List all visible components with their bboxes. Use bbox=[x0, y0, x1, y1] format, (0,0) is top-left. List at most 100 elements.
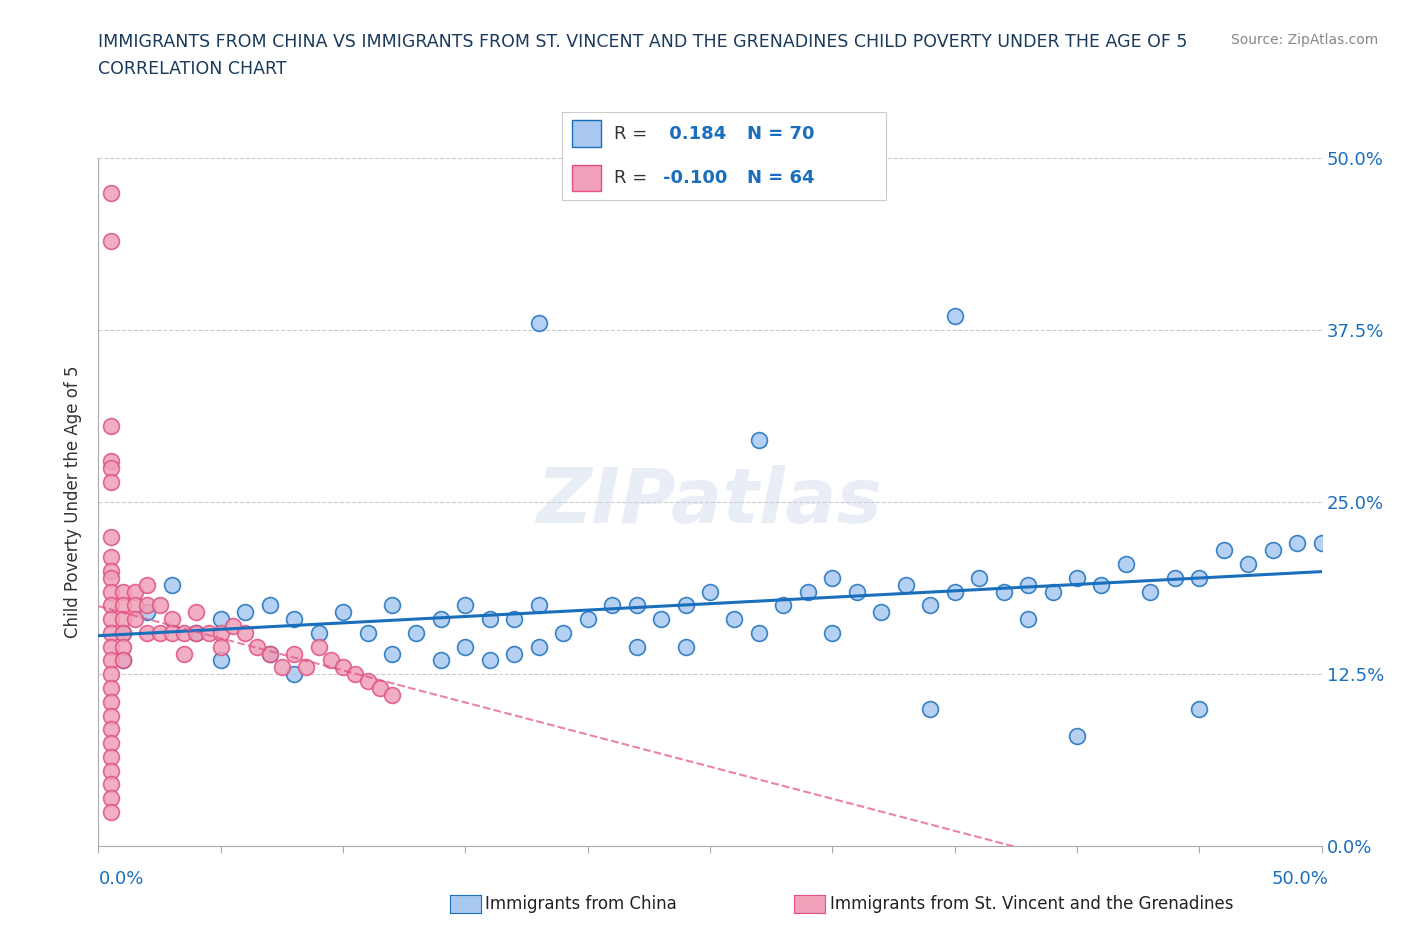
Point bbox=[699, 584, 721, 599]
Point bbox=[259, 646, 281, 661]
Point bbox=[1090, 578, 1112, 592]
Point bbox=[308, 626, 330, 641]
Point bbox=[1066, 729, 1088, 744]
Point bbox=[111, 639, 134, 654]
Text: Source: ZipAtlas.com: Source: ZipAtlas.com bbox=[1230, 33, 1378, 46]
Point bbox=[576, 612, 599, 627]
Point bbox=[149, 598, 172, 613]
Point bbox=[100, 233, 122, 248]
Point bbox=[136, 604, 159, 619]
Point bbox=[503, 612, 526, 627]
Point bbox=[100, 564, 122, 578]
Point bbox=[100, 454, 122, 469]
Point bbox=[136, 626, 159, 641]
Point bbox=[1017, 612, 1039, 627]
Text: 50.0%: 50.0% bbox=[1272, 870, 1329, 888]
Point bbox=[124, 598, 146, 613]
Point bbox=[100, 419, 122, 434]
Y-axis label: Child Poverty Under the Age of 5: Child Poverty Under the Age of 5 bbox=[65, 365, 83, 639]
Point bbox=[100, 584, 122, 599]
Point bbox=[1042, 584, 1064, 599]
Point bbox=[209, 639, 232, 654]
Point bbox=[160, 578, 183, 592]
Point bbox=[209, 626, 232, 641]
Point bbox=[100, 653, 122, 668]
Text: N = 64: N = 64 bbox=[747, 169, 814, 187]
Point bbox=[478, 653, 501, 668]
Point bbox=[100, 708, 122, 723]
Point bbox=[650, 612, 672, 627]
Point bbox=[111, 626, 134, 641]
Point bbox=[381, 687, 404, 702]
Point bbox=[111, 584, 134, 599]
Point bbox=[100, 804, 122, 819]
Text: 0.184: 0.184 bbox=[662, 125, 725, 142]
Point bbox=[319, 653, 342, 668]
Point bbox=[368, 681, 391, 696]
Point bbox=[1212, 543, 1234, 558]
Point bbox=[100, 474, 122, 489]
Point bbox=[748, 626, 770, 641]
Point bbox=[894, 578, 917, 592]
Point bbox=[626, 639, 648, 654]
Point bbox=[283, 667, 305, 682]
Point bbox=[1164, 570, 1187, 585]
Point bbox=[430, 612, 453, 627]
Point bbox=[308, 639, 330, 654]
Point bbox=[160, 612, 183, 627]
Point bbox=[430, 653, 453, 668]
Point bbox=[967, 570, 990, 585]
Point bbox=[100, 550, 122, 565]
Text: IMMIGRANTS FROM CHINA VS IMMIGRANTS FROM ST. VINCENT AND THE GRENADINES CHILD PO: IMMIGRANTS FROM CHINA VS IMMIGRANTS FROM… bbox=[98, 33, 1188, 50]
Point bbox=[173, 626, 195, 641]
Point bbox=[845, 584, 868, 599]
Text: -0.100: -0.100 bbox=[662, 169, 727, 187]
Point bbox=[943, 309, 966, 324]
Point bbox=[772, 598, 794, 613]
Point bbox=[100, 777, 122, 791]
Point bbox=[454, 639, 477, 654]
Point bbox=[100, 790, 122, 805]
Point bbox=[100, 185, 122, 200]
Point bbox=[283, 612, 305, 627]
Point bbox=[100, 639, 122, 654]
Point bbox=[553, 626, 575, 641]
Point bbox=[527, 639, 550, 654]
Point bbox=[797, 584, 820, 599]
Point bbox=[381, 598, 404, 613]
Point bbox=[100, 667, 122, 682]
Point bbox=[1139, 584, 1161, 599]
Point bbox=[1188, 701, 1211, 716]
Point bbox=[100, 764, 122, 778]
Point bbox=[920, 598, 942, 613]
Point bbox=[1188, 570, 1211, 585]
Point bbox=[186, 626, 208, 641]
Point bbox=[111, 598, 134, 613]
Point bbox=[527, 316, 550, 331]
Point bbox=[943, 584, 966, 599]
Point bbox=[100, 570, 122, 585]
Point bbox=[111, 653, 134, 668]
Text: R =: R = bbox=[614, 169, 654, 187]
Point bbox=[270, 660, 294, 675]
Point bbox=[1286, 536, 1309, 551]
Point bbox=[454, 598, 477, 613]
Point bbox=[100, 722, 122, 737]
Point bbox=[381, 646, 404, 661]
Point bbox=[405, 626, 427, 641]
Point bbox=[111, 626, 134, 641]
Point bbox=[626, 598, 648, 613]
Point bbox=[149, 626, 172, 641]
Point bbox=[993, 584, 1015, 599]
Point bbox=[222, 618, 245, 633]
Point bbox=[100, 529, 122, 544]
Point bbox=[356, 673, 378, 688]
Point bbox=[186, 626, 208, 641]
Point bbox=[111, 612, 134, 627]
Point bbox=[186, 604, 208, 619]
Text: Immigrants from China: Immigrants from China bbox=[485, 895, 676, 913]
Point bbox=[124, 584, 146, 599]
Point bbox=[478, 612, 501, 627]
Point bbox=[233, 604, 256, 619]
Point bbox=[197, 626, 219, 641]
